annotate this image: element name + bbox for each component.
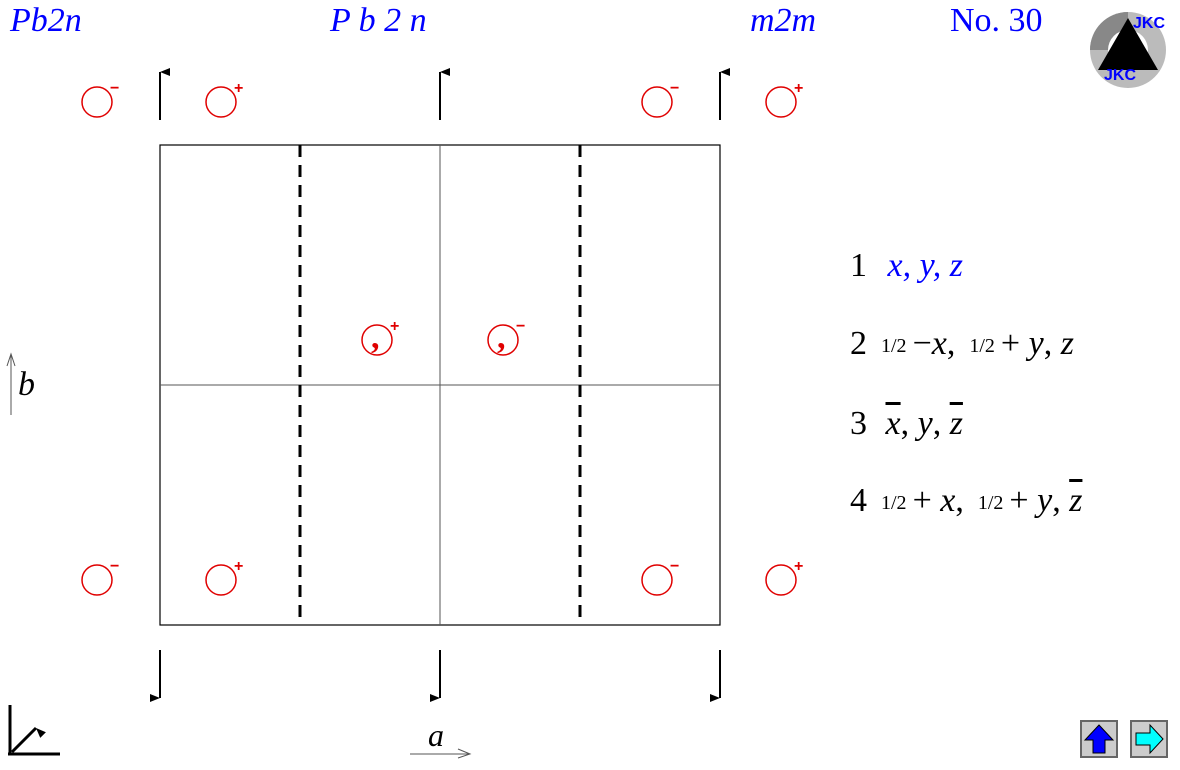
fraction-half: 1/2 [969, 334, 995, 357]
op-sign: + [912, 482, 932, 519]
short-symbol: Pb2n [10, 2, 82, 39]
op-var: z [949, 405, 963, 442]
fraction-half: 1/2 [881, 334, 907, 357]
op-number: 1 [850, 247, 867, 284]
point-group: m2m [750, 2, 817, 39]
z-sign: − [516, 318, 525, 335]
z-sign: + [234, 80, 243, 97]
op-var: y [917, 405, 933, 442]
z-sign: − [670, 558, 679, 575]
z-sign: + [794, 558, 803, 575]
svg-text:JKC: JKC [1133, 15, 1165, 32]
unit-cell [159, 144, 721, 626]
op-1: x, y, z [887, 247, 964, 284]
op-number: 3 [850, 405, 867, 442]
op-var: x [940, 482, 956, 519]
z-sign: + [234, 558, 243, 575]
next-button[interactable] [1130, 720, 1168, 758]
op-var: x [885, 405, 901, 442]
z-sign: − [670, 80, 679, 97]
axes-indicator [8, 705, 60, 756]
comma-glyph: , [497, 319, 506, 356]
z-sign: − [110, 558, 119, 575]
op-sign: + [1009, 482, 1029, 519]
op-var: z [1069, 482, 1083, 519]
z-sign: + [794, 80, 803, 97]
arrow-right-icon [1135, 723, 1164, 755]
position-circle [765, 86, 797, 118]
comma-glyph: , [371, 319, 380, 356]
position-circle [205, 86, 237, 118]
position-circle [641, 86, 673, 118]
fraction-half: 1/2 [977, 491, 1004, 514]
twofold-axes [150, 68, 730, 702]
position-circle [205, 564, 237, 596]
op-number: 4 [850, 482, 867, 519]
op-number: 2 [850, 325, 867, 362]
position-comma-circle [361, 324, 393, 356]
a-axis-label: a [428, 717, 444, 753]
b-axis-label: b [18, 366, 35, 403]
position-comma-circle [487, 324, 519, 356]
z-sign: + [390, 318, 399, 335]
z-sign: − [110, 80, 119, 97]
position-circle [765, 564, 797, 596]
svg-text:JKC: JKC [1104, 67, 1136, 84]
space-group-number: No. 30 [950, 2, 1043, 39]
op-var: y [1037, 482, 1053, 519]
position-circle [81, 86, 113, 118]
op-var: y [1028, 325, 1044, 362]
up-button[interactable] [1080, 720, 1118, 758]
arrow-up-icon [1083, 724, 1115, 754]
position-circle [641, 564, 673, 596]
op-var: x [931, 325, 947, 362]
full-symbol: P b 2 n [330, 2, 427, 39]
position-circle [81, 564, 113, 596]
op-sign: − [912, 325, 932, 362]
op-sign: + [1000, 325, 1021, 362]
logo: JKC JKC [1090, 12, 1166, 88]
fraction-half: 1/2 [881, 491, 907, 514]
op-var: z [1060, 325, 1074, 362]
